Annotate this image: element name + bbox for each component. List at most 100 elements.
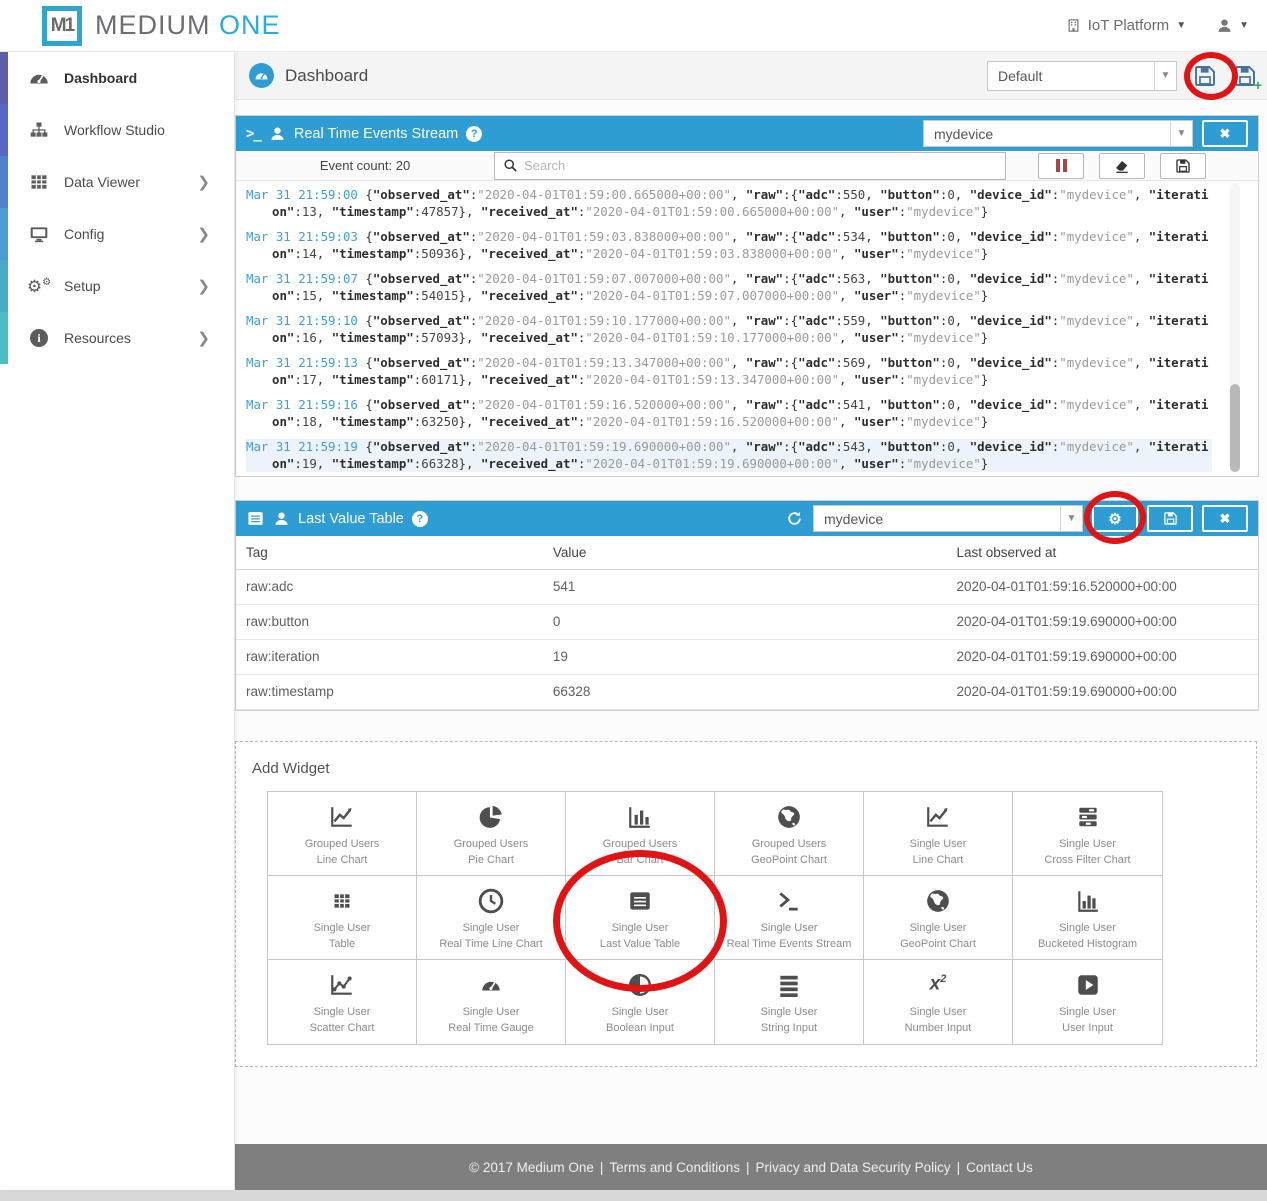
widget-tile-single-user-line-chart[interactable]: Single User Line Chart	[864, 791, 1013, 876]
footer-link-terms-and-conditions[interactable]: Terms and Conditions	[609, 1159, 740, 1175]
tile-label-group: Single User	[909, 837, 967, 850]
events-search[interactable]	[494, 151, 1006, 180]
last-observed-cell: 2020-04-01T01:59:16.520000+00:00	[956, 569, 1258, 605]
sidebar-stripe	[0, 312, 8, 364]
table-row: raw:timestamp 66328 2020-04-01T01:59:19.…	[236, 674, 1258, 710]
widget-tile-single-user-boolean-input[interactable]: Single User Boolean Input	[566, 959, 715, 1044]
pause-stream-button[interactable]	[1038, 152, 1084, 179]
events-device-select[interactable]: mydevice ▼	[923, 120, 1193, 147]
footer-separator: |	[599, 1159, 604, 1175]
platform-menu[interactable]: IoT Platform ▼	[1066, 17, 1186, 34]
sidebar-item-data-viewer[interactable]: Data Viewer ❯	[0, 156, 234, 208]
gears-icon: ⚙⚙	[26, 276, 52, 296]
tile-label-type: GeoPoint Chart	[900, 937, 976, 950]
widget-tile-single-user-real-time-gauge[interactable]: Single User Real Time Gauge	[417, 959, 566, 1044]
sidebar-item-label: Dashboard	[64, 70, 138, 86]
cross-filter-icon	[1075, 803, 1101, 831]
terminal-icon: >_	[246, 125, 262, 142]
widget-tile-single-user-number-input[interactable]: x2 Single User Number Input	[864, 959, 1013, 1044]
sitemap-icon	[28, 120, 50, 140]
real-time-events-stream-widget: >_ Real Time Events Stream ? mydevice ▼ …	[235, 115, 1259, 477]
value-cell: 66328	[552, 674, 957, 710]
tile-label-group: Single User	[909, 1005, 967, 1018]
widget-tile-single-user-real-time-line-chart[interactable]: Single User Real Time Line Chart	[417, 875, 566, 960]
tile-label-group: Single User	[611, 921, 669, 934]
widget-tile-grouped-users-bar-chart[interactable]: Grouped Users Bar Chart	[566, 791, 715, 876]
refresh-icon[interactable]	[786, 510, 803, 527]
widget-tile-single-user-string-input[interactable]: Single User String Input	[715, 959, 864, 1044]
user-input-icon	[1075, 971, 1101, 999]
help-icon[interactable]: ?	[411, 510, 428, 527]
sidebar-item-workflow-studio[interactable]: Workflow Studio ❯	[0, 104, 234, 156]
log-entry: Mar 31 21:59:16 {"observed_at":"2020-04-…	[246, 397, 1209, 429]
tile-label-type: Real Time Events Stream	[726, 937, 852, 950]
sidebar-stripe	[0, 156, 8, 208]
save-stream-button[interactable]	[1160, 152, 1206, 179]
widget-tile-single-user-table[interactable]: Single User Table	[268, 875, 417, 960]
footer-link-contact-us[interactable]: Contact Us	[966, 1159, 1033, 1175]
close-lvt-widget-button[interactable]: ✖	[1202, 505, 1248, 532]
widget-tile-single-user-real-time-events-stream[interactable]: Single User Real Time Events Stream	[715, 875, 864, 960]
widget-tile-grouped-users-geopoint-chart[interactable]: Grouped Users GeoPoint Chart	[715, 791, 864, 876]
clear-stream-button[interactable]	[1099, 152, 1145, 179]
add-widget-title: Add Widget	[252, 759, 330, 777]
user-menu[interactable]: ▼	[1216, 17, 1249, 34]
widget-title: Real Time Events Stream	[293, 125, 459, 142]
scatter-icon	[329, 971, 355, 999]
sidebar-item-label: Resources	[64, 330, 131, 346]
sidebar-stripe	[0, 260, 8, 312]
widget-tile-single-user-user-input[interactable]: Single User User Input	[1013, 960, 1162, 1044]
chevron-down-icon: ▼	[1176, 20, 1187, 31]
widget-tiles-grid: Grouped Users Line Chart Grouped Users P…	[267, 790, 1163, 1045]
tile-label-group: Single User	[1059, 1005, 1116, 1018]
footer-link-privacy-and-data-security-policy[interactable]: Privacy and Data Security Policy	[755, 1159, 951, 1175]
widget-tile-single-user-scatter-chart[interactable]: Single User Scatter Chart	[268, 959, 417, 1044]
sidebar-stripe	[0, 104, 8, 156]
widget-tile-grouped-users-line-chart[interactable]: Grouped Users Line Chart	[268, 791, 417, 876]
lvt-settings-button[interactable]: ⚙	[1092, 505, 1138, 532]
sidebar-item-setup[interactable]: ⚙⚙ Setup ❯	[0, 260, 234, 312]
footer-separator: |	[956, 1159, 961, 1175]
widget-tile-grouped-users-pie-chart[interactable]: Grouped Users Pie Chart	[417, 791, 566, 876]
search-input[interactable]	[524, 158, 997, 173]
widget-tile-single-user-cross-filter-chart[interactable]: Single User Cross Filter Chart	[1013, 792, 1162, 876]
widget-tile-single-user-last-value-table[interactable]: Single User Last Value Table	[566, 875, 715, 960]
tile-label-type: String Input	[760, 1021, 818, 1034]
table-icon	[332, 887, 352, 915]
desktop-icon	[28, 224, 50, 244]
list-table-icon	[246, 509, 265, 528]
sidebar-item-dashboard[interactable]: Dashboard ❯	[0, 52, 234, 104]
tile-label-group: Single User	[909, 921, 967, 934]
brand-name: MEDIUM ONE	[95, 10, 281, 40]
toggle-icon	[627, 971, 653, 999]
sidebar-item-config[interactable]: Config ❯	[0, 208, 234, 260]
tile-label-type: Cross Filter Chart	[1044, 853, 1131, 866]
clock-icon	[478, 887, 504, 915]
value-cell: 0	[552, 604, 957, 640]
widget-tile-single-user-geopoint-chart[interactable]: Single User GeoPoint Chart	[864, 875, 1013, 960]
save-as-new-dashboard-button[interactable]: +	[1233, 64, 1262, 92]
tile-label-group: Grouped Users	[602, 837, 678, 850]
tile-label-type: Last Value Table	[599, 937, 681, 950]
lvt-device-select[interactable]: mydevice ▼	[813, 505, 1083, 532]
close-events-widget-button[interactable]: ✖	[1202, 120, 1248, 147]
tile-label-type: User Input	[1062, 1021, 1113, 1034]
footer: © 2017 Medium One | Terms and Conditions |…	[235, 1144, 1267, 1190]
gear-icon: ⚙	[1108, 510, 1122, 528]
tile-label-type: Bucketed Histogram	[1037, 937, 1138, 950]
save-dashboard-button[interactable]	[1193, 64, 1217, 88]
help-icon[interactable]: ?	[466, 125, 483, 142]
globe-icon	[776, 803, 802, 831]
sidebar-stripe	[0, 208, 8, 260]
eraser-icon	[1114, 158, 1130, 174]
line-chart-icon	[329, 803, 355, 831]
sidebar-item-resources[interactable]: i Resources ❯	[0, 312, 234, 364]
dashboard-select[interactable]: Default ▼	[987, 60, 1177, 91]
lvt-save-button[interactable]	[1147, 505, 1193, 532]
tile-label-group: Single User	[611, 1005, 669, 1018]
events-log: Mar 31 21:59:00 {"observed_at":"2020-04-…	[236, 181, 1258, 476]
scrollbar-thumb[interactable]	[1230, 384, 1240, 472]
widget-tile-single-user-bucketed-histogram[interactable]: Single User Bucketed Histogram	[1013, 876, 1162, 960]
event-count: Event count: 20	[319, 158, 411, 173]
